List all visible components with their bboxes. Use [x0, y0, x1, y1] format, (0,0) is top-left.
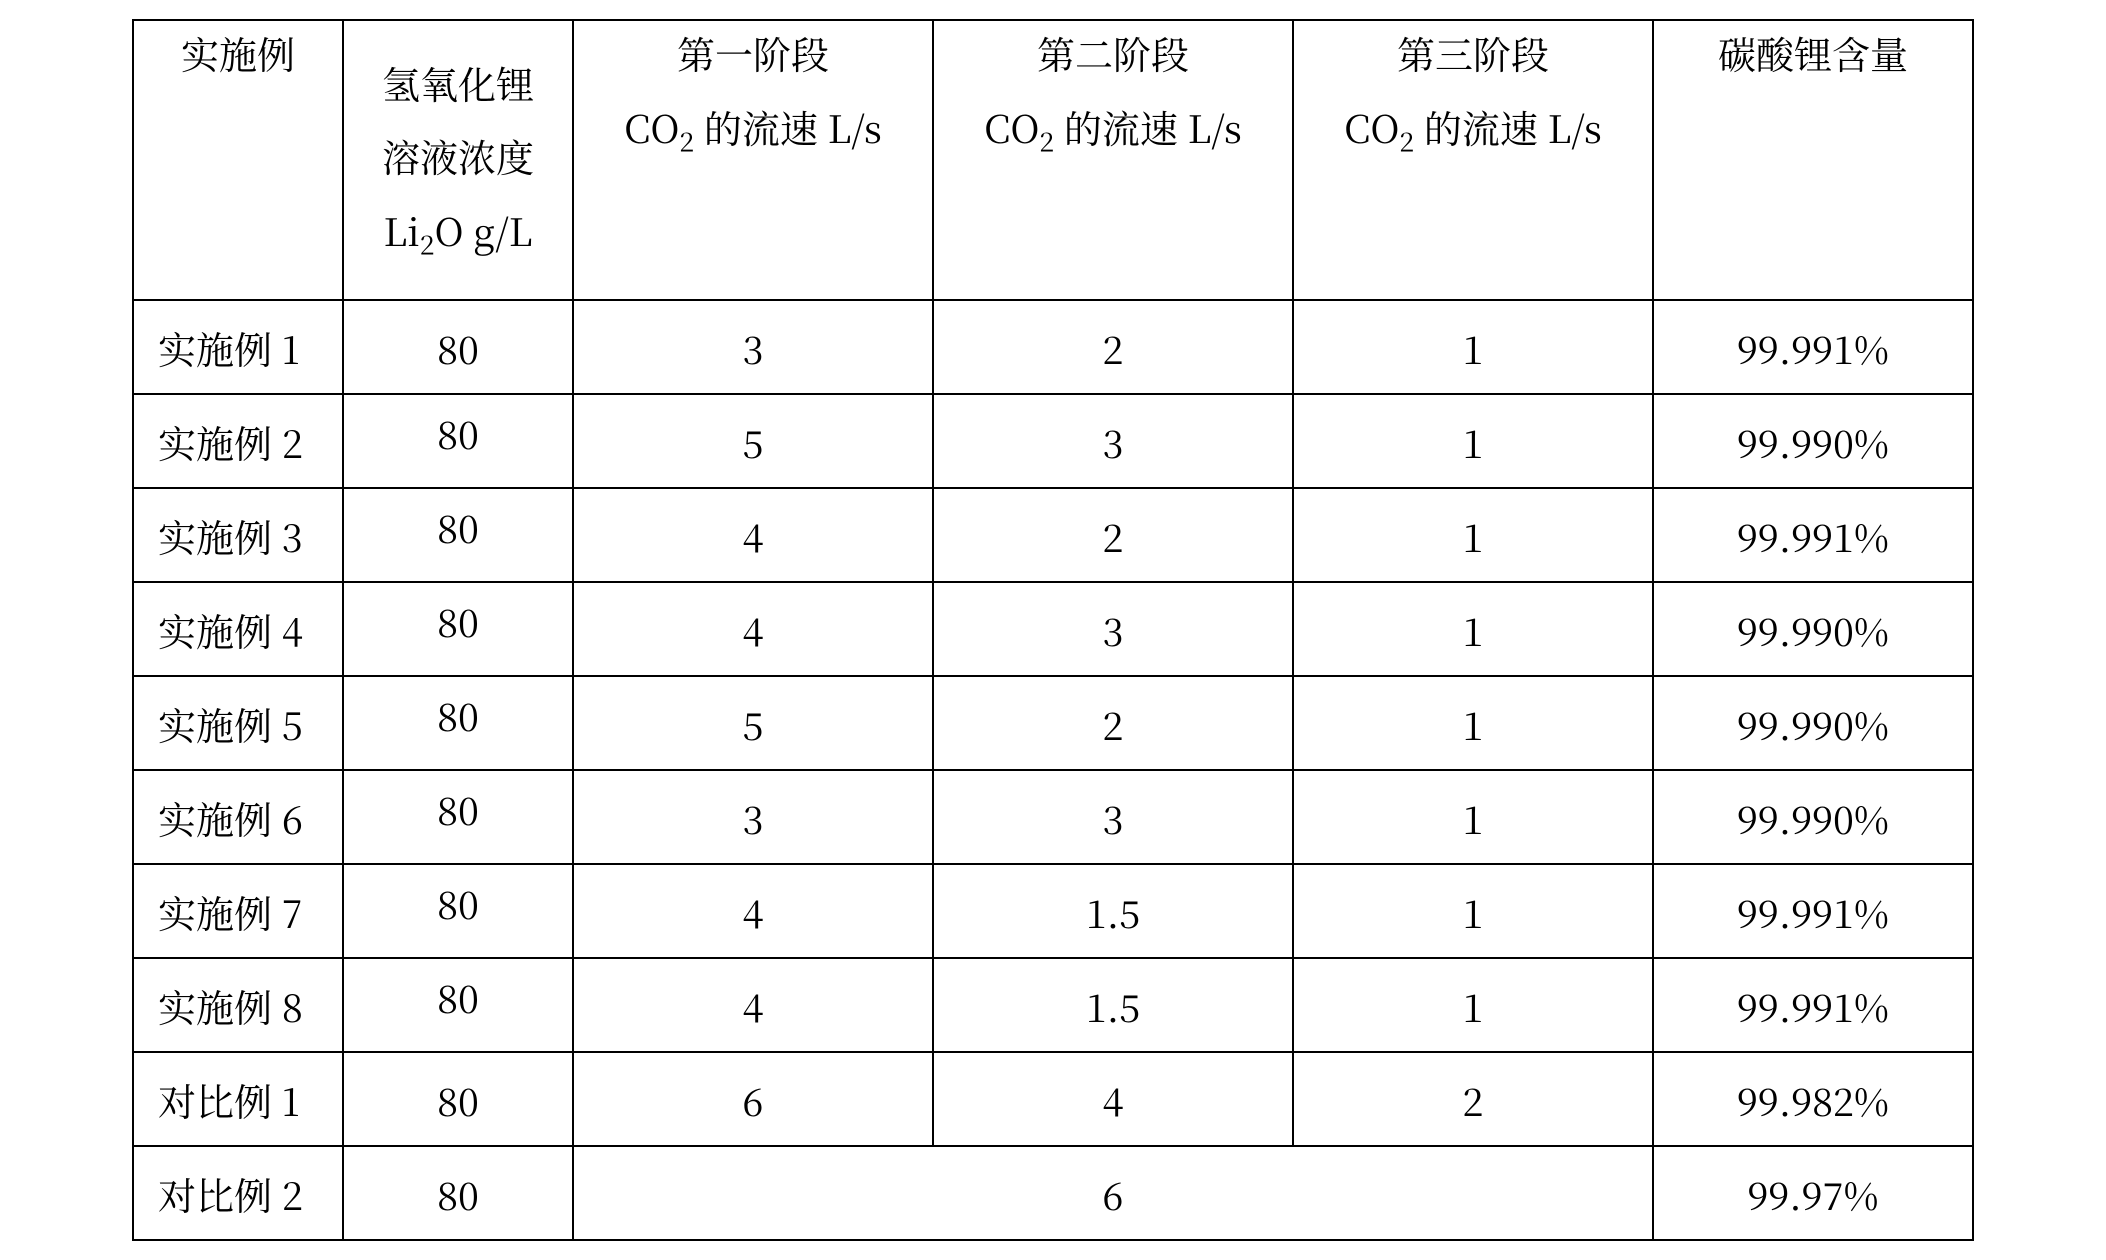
- cell-result: 99.97%: [1653, 1146, 1973, 1240]
- cell-label: 实施例 3: [133, 488, 343, 582]
- cell-stage2: 3: [933, 770, 1293, 864]
- cell-conc: 80: [343, 300, 573, 394]
- cell-conc: 80: [343, 1052, 573, 1146]
- table-body: 实施例 18032199.991%实施例 28053199.990%实施例 38…: [133, 300, 1973, 1240]
- table-header: 实施例 氢氧化锂 溶液浓度 Li2O g/L 第一阶段 CO2 的流速 L/s …: [133, 20, 1973, 300]
- table-row: 实施例 88041.5199.991%: [133, 958, 1973, 1052]
- col-header-conc: 氢氧化锂 溶液浓度 Li2O g/L: [343, 20, 573, 300]
- col-header-result: 碳酸锂含量: [1653, 20, 1973, 300]
- cell-result: 99.991%: [1653, 958, 1973, 1052]
- cell-conc: 80: [343, 770, 573, 864]
- header-text: CO2 的流速 L/s: [624, 105, 882, 156]
- cell-stage1: 5: [573, 394, 933, 488]
- cell-stage3: 1: [1293, 864, 1653, 958]
- cell-label: 实施例 4: [133, 582, 343, 676]
- col-header-stage3: 第三阶段 CO2 的流速 L/s: [1293, 20, 1653, 300]
- cell-stage1: 3: [573, 300, 933, 394]
- cell-result: 99.990%: [1653, 582, 1973, 676]
- col-header-stage2: 第二阶段 CO2 的流速 L/s: [933, 20, 1293, 300]
- cell-stage2: 2: [933, 300, 1293, 394]
- cell-stage3: 1: [1293, 394, 1653, 488]
- cell-result: 99.991%: [1653, 488, 1973, 582]
- cell-conc: 80: [343, 676, 573, 770]
- cell-stage1: 4: [573, 582, 933, 676]
- cell-label: 实施例 1: [133, 300, 343, 394]
- cell-label: 实施例 2: [133, 394, 343, 488]
- cell-stages-merged: 6: [573, 1146, 1653, 1240]
- cell-stage1: 5: [573, 676, 933, 770]
- cell-result: 99.982%: [1653, 1052, 1973, 1146]
- results-table: 实施例 氢氧化锂 溶液浓度 Li2O g/L 第一阶段 CO2 的流速 L/s …: [132, 19, 1974, 1241]
- cell-stage3: 1: [1293, 770, 1653, 864]
- cell-stage2: 3: [933, 582, 1293, 676]
- cell-conc: 80: [343, 394, 573, 488]
- header-text: 碳酸锂含量: [1718, 31, 1908, 75]
- header-text: Li2O g/L: [383, 208, 532, 259]
- cell-result: 99.991%: [1653, 300, 1973, 394]
- cell-stage1: 4: [573, 488, 933, 582]
- table-row: 实施例 18032199.991%: [133, 300, 1973, 394]
- cell-stage1: 3: [573, 770, 933, 864]
- cell-conc: 80: [343, 488, 573, 582]
- table-row: 对比例 18064299.982%: [133, 1052, 1973, 1146]
- table-row: 对比例 280699.97%: [133, 1146, 1973, 1240]
- cell-label: 实施例 5: [133, 676, 343, 770]
- cell-stage2: 4: [933, 1052, 1293, 1146]
- cell-label: 实施例 7: [133, 864, 343, 958]
- cell-conc: 80: [343, 958, 573, 1052]
- cell-label: 实施例 6: [133, 770, 343, 864]
- cell-stage3: 1: [1293, 958, 1653, 1052]
- cell-stage3: 2: [1293, 1052, 1653, 1146]
- cell-stage1: 4: [573, 958, 933, 1052]
- cell-stage2: 2: [933, 676, 1293, 770]
- cell-stage3: 1: [1293, 300, 1653, 394]
- header-text: 第三阶段: [1397, 31, 1549, 75]
- header-text: CO2 的流速 L/s: [984, 105, 1242, 156]
- table-row: 实施例 68033199.990%: [133, 770, 1973, 864]
- cell-stage3: 1: [1293, 488, 1653, 582]
- cell-result: 99.990%: [1653, 394, 1973, 488]
- cell-result: 99.990%: [1653, 676, 1973, 770]
- cell-stage2: 1.5: [933, 958, 1293, 1052]
- cell-stage1: 4: [573, 864, 933, 958]
- cell-conc: 80: [343, 582, 573, 676]
- cell-conc: 80: [343, 1146, 573, 1240]
- col-header-label: 实施例: [133, 20, 343, 300]
- header-text: 实施例: [181, 31, 295, 75]
- cell-stage3: 1: [1293, 676, 1653, 770]
- cell-label: 实施例 8: [133, 958, 343, 1052]
- header-text: 溶液浓度: [382, 134, 534, 178]
- cell-result: 99.990%: [1653, 770, 1973, 864]
- header-text: 氢氧化锂: [382, 61, 534, 105]
- cell-stage2: 1.5: [933, 864, 1293, 958]
- table-row: 实施例 78041.5199.991%: [133, 864, 1973, 958]
- cell-conc: 80: [343, 864, 573, 958]
- cell-label: 对比例 1: [133, 1052, 343, 1146]
- header-text: 第二阶段: [1037, 31, 1189, 75]
- cell-stage2: 2: [933, 488, 1293, 582]
- table-row: 实施例 58052199.990%: [133, 676, 1973, 770]
- table-row: 实施例 48043199.990%: [133, 582, 1973, 676]
- cell-stage3: 1: [1293, 582, 1653, 676]
- cell-result: 99.991%: [1653, 864, 1973, 958]
- header-text: CO2 的流速 L/s: [1344, 105, 1602, 156]
- cell-stage1: 6: [573, 1052, 933, 1146]
- table-row: 实施例 38042199.991%: [133, 488, 1973, 582]
- cell-stage2: 3: [933, 394, 1293, 488]
- table-row: 实施例 28053199.990%: [133, 394, 1973, 488]
- cell-label: 对比例 2: [133, 1146, 343, 1240]
- col-header-stage1: 第一阶段 CO2 的流速 L/s: [573, 20, 933, 300]
- header-text: 第一阶段: [677, 31, 829, 75]
